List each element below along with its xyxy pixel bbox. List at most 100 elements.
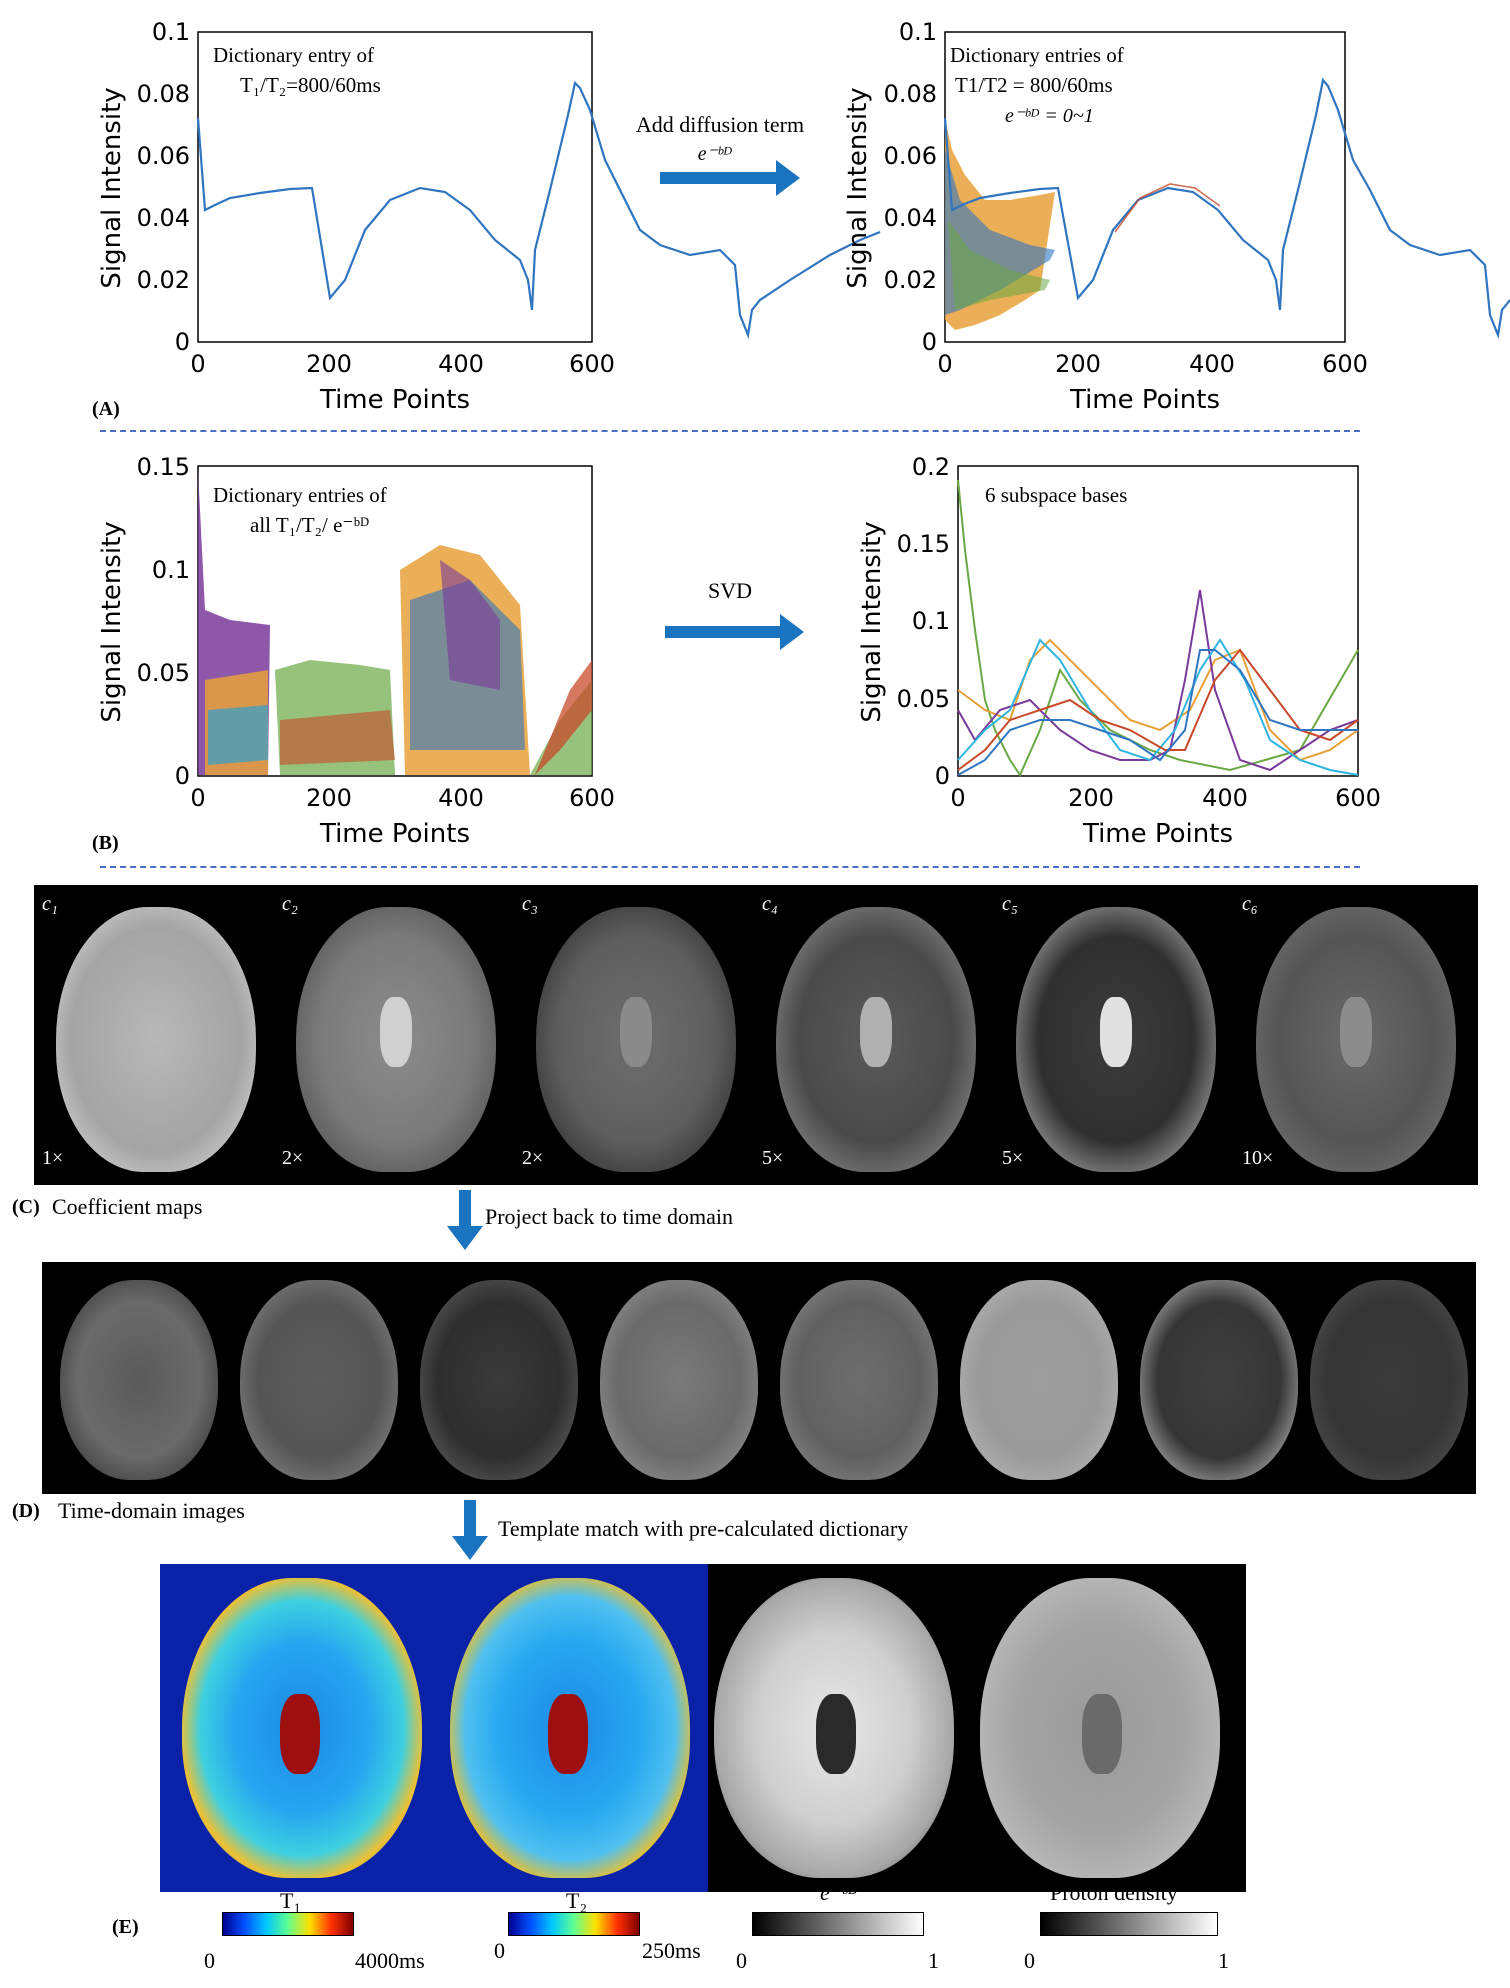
annotation-line2: T₁/T₂=800/60ms: [240, 73, 381, 97]
ventricle: [1082, 1694, 1122, 1774]
y-axis-label: Signal Intensity: [97, 87, 127, 288]
coefficient-map: c₆ 10×: [1234, 885, 1478, 1185]
y-tick: 0.04: [137, 204, 190, 232]
y-tick: 0.06: [884, 142, 937, 170]
brain-image: [960, 1280, 1118, 1480]
chart-a-left: Dictionary entry of T₁/T₂=800/60ms Time …: [97, 18, 881, 415]
colorbar-max-pd: 1: [1218, 1948, 1229, 1973]
y-tick: 0: [922, 328, 937, 356]
annotation-line2: all T₁/T₂/ e⁻ᵇᴰ: [250, 513, 369, 537]
annotation-line3: e⁻ᵇᴰ = 0~1: [1005, 105, 1094, 127]
divider-b: [100, 866, 1360, 868]
y-ticks: 0 0.05 0.1 0.15: [137, 453, 190, 790]
x-tick: 0: [190, 784, 205, 812]
chart-b-right: 6 subspace bases Time Points Signal Inte…: [857, 453, 1381, 849]
caption-template-match: Template match with pre-calculated dicti…: [498, 1516, 909, 1541]
y-tick: 0.1: [899, 18, 937, 46]
ventricle: [548, 1694, 588, 1774]
y-tick: 0.15: [897, 530, 950, 558]
map-scale: 5×: [762, 1147, 784, 1169]
x-tick: 400: [438, 784, 484, 812]
y-tick: 0.05: [897, 685, 950, 713]
brain-image: [1310, 1280, 1468, 1480]
divider-a: [100, 430, 1360, 432]
panel-b-charts: Dictionary entries of all T₁/T₂/ e⁻ᵇᴰ Ti…: [97, 453, 1381, 849]
panel-label-c: (C): [12, 1196, 40, 1218]
colorbar-title-ebd: e⁻ᵇᴰ: [820, 1880, 858, 1905]
annotation-line2: T1/T2 = 800/60ms: [955, 73, 1113, 97]
annotation-line1: Dictionary entry of: [213, 43, 374, 67]
x-tick: 400: [438, 350, 484, 378]
colorbar-ebd: [752, 1912, 924, 1936]
y-axis-label: Signal Intensity: [843, 87, 873, 288]
x-tick: 200: [306, 350, 352, 378]
map-scale: 2×: [522, 1147, 544, 1169]
y-tick: 0.08: [884, 80, 937, 108]
x-axis-label: Time Points: [1082, 819, 1233, 849]
y-tick: 0: [935, 762, 950, 790]
colorbar-max-ebd: 1: [928, 1948, 939, 1973]
brain-image: [420, 1280, 578, 1480]
x-tick: 400: [1189, 350, 1235, 378]
x-tick: 0: [950, 784, 965, 812]
param-maps-gray: [708, 1564, 1246, 1892]
y-ticks: 0 0.05 0.1 0.15 0.2: [897, 453, 950, 790]
arrow-label: SVD: [708, 578, 752, 603]
ventricle: [1100, 997, 1132, 1067]
chart-b-left: Dictionary entries of all T₁/T₂/ e⁻ᵇᴰ Ti…: [97, 453, 615, 849]
colorbar-title-pd: Proton density: [1050, 1880, 1178, 1905]
x-tick: 0: [190, 350, 205, 378]
x-axis-label: Time Points: [319, 819, 470, 849]
y-tick: 0.02: [137, 266, 190, 294]
series-line: [943, 77, 1510, 340]
annotation-line1: Dictionary entries of: [950, 43, 1124, 67]
x-tick: 600: [569, 350, 615, 378]
panel-label-d: (D): [12, 1500, 40, 1522]
panel-label-a: (A): [92, 398, 120, 420]
map-name: c₃: [522, 893, 538, 915]
colorbar-t1: [222, 1912, 354, 1936]
map-name: c₂: [282, 893, 298, 915]
y-tick: 0.06: [137, 142, 190, 170]
panel-a-charts: Dictionary entry of T₁/T₂=800/60ms Time …: [97, 18, 1510, 415]
colorbar-min-t2: 0: [494, 1938, 505, 1963]
y-tick: 0.02: [884, 266, 937, 294]
x-ticks: 0 200 400 600: [937, 350, 1368, 378]
coefficient-map: c₂ 2×: [274, 885, 514, 1185]
coefficient-map: c₃ 2×: [514, 885, 754, 1185]
x-tick: 600: [1335, 784, 1381, 812]
y-ticks: 0 0.02 0.04 0.06 0.08 0.1: [884, 18, 937, 356]
x-ticks: 0 200 400 600: [190, 350, 615, 378]
arrow-label-line2: e⁻ᵇᴰ: [698, 143, 733, 165]
time-domain-strip: [42, 1262, 1476, 1494]
y-tick: 0.08: [137, 80, 190, 108]
ventricle: [280, 1694, 320, 1774]
map-name: c₄: [762, 893, 778, 915]
map-scale: 10×: [1242, 1147, 1274, 1169]
x-tick: 200: [1055, 350, 1101, 378]
x-tick: 600: [569, 784, 615, 812]
coefficient-maps-strip: c₁ 1× c₂ 2× c₃ 2× c₄ 5× c₅ 5× c₆ 10×: [34, 885, 1478, 1185]
y-tick: 0.1: [912, 607, 950, 635]
y-axis-label: Signal Intensity: [97, 521, 127, 722]
colorbar-min-pd: 0: [1024, 1948, 1035, 1973]
map-name: c₆: [1242, 893, 1258, 915]
brain-image: [600, 1280, 758, 1480]
ventricle: [816, 1694, 856, 1774]
x-tick: 200: [306, 784, 352, 812]
param-maps-color: [160, 1564, 708, 1892]
y-tick: 0.04: [884, 204, 937, 232]
colorbar-title-t1: T₁: [280, 1888, 302, 1913]
y-axis-label: Signal Intensity: [857, 521, 887, 722]
colorbar-max-t2: 250ms: [642, 1938, 701, 1963]
colorbar-max-t1: 4000ms: [355, 1948, 425, 1973]
y-tick: 0.1: [152, 18, 190, 46]
panel-label-e: (E): [112, 1916, 139, 1938]
arrow-svd: SVD: [665, 578, 804, 650]
caption-project-back: Project back to time domain: [485, 1204, 734, 1229]
colorbar-min-t1: 0: [204, 1948, 215, 1973]
annotation-line1: 6 subspace bases: [985, 483, 1127, 507]
x-tick: 400: [1202, 784, 1248, 812]
map-name: c₁: [42, 893, 58, 915]
y-ticks: 0 0.02 0.04 0.06 0.08 0.1: [137, 18, 190, 356]
